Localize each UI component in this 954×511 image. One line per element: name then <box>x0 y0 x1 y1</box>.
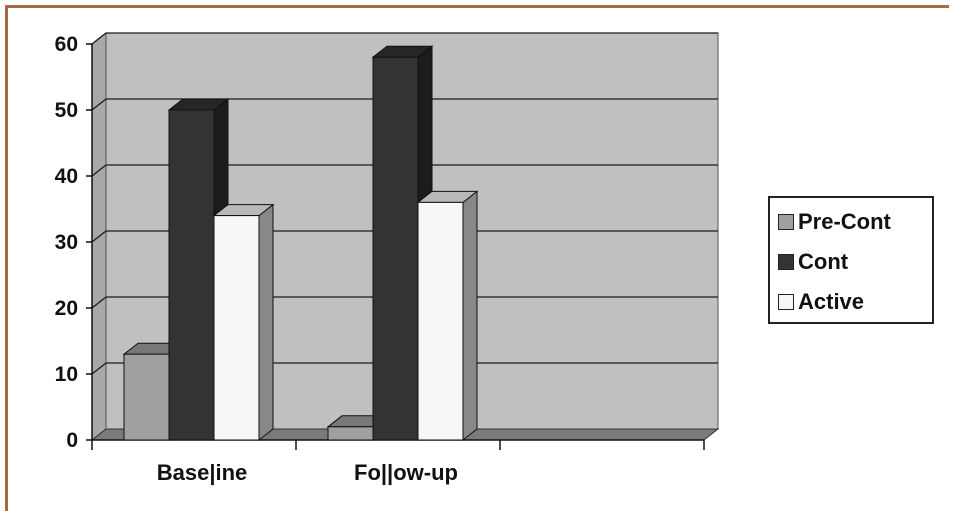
legend-label-pre-cont: Pre-Cont <box>798 209 891 234</box>
legend-swatch-pre-cont <box>778 214 794 230</box>
legend-label-active: Active <box>798 289 865 314</box>
y-tick-label-10: 10 <box>55 363 78 386</box>
y-tick-label-60: 60 <box>55 33 78 56</box>
bar-pre-cont-1 <box>123 353 170 441</box>
bar-cont-1 <box>168 109 215 441</box>
y-tick-label-20: 20 <box>55 297 78 320</box>
legend-item-active: Active <box>778 282 932 322</box>
bar-active-1 <box>213 215 260 441</box>
bar-cont-2 <box>372 56 419 441</box>
gridline-side-10 <box>91 362 107 375</box>
legend-item-pre-cont: Pre-Cont <box>778 202 932 242</box>
y-tick-label-30: 30 <box>55 231 78 254</box>
bar-pre-cont-2 <box>327 426 374 441</box>
gridline-side-60 <box>91 32 107 45</box>
y-tick-label-0: 0 <box>66 429 78 452</box>
bar-active-2 <box>417 201 464 441</box>
gridline-side-30 <box>91 230 107 243</box>
legend-swatch-active <box>778 294 794 310</box>
legend-swatch-cont <box>778 254 794 270</box>
chart-frame <box>5 5 949 511</box>
y-tick-label-40: 40 <box>55 165 78 188</box>
y-tick-label-50: 50 <box>55 99 78 122</box>
legend-item-cont: Cont <box>778 242 932 282</box>
gridline-side-20 <box>91 296 107 309</box>
bar-active-1-side <box>258 203 274 442</box>
gridline-side-50 <box>91 98 107 111</box>
x-category-label-2: Fo||ow-up <box>354 460 458 485</box>
gridline-side-40 <box>91 164 107 177</box>
x-category-label-1: Base|ine <box>157 460 248 485</box>
legend-label-cont: Cont <box>798 249 849 274</box>
bar-active-2-side <box>462 190 478 442</box>
legend: Pre-Cont Cont Active <box>768 196 934 324</box>
